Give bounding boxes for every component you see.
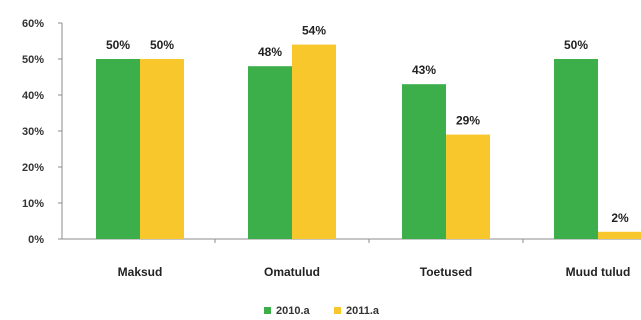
y-tick-label: 10% [22,198,44,210]
category-label: Omatulud [264,265,320,279]
bar-2010a-muud-tulud [554,59,598,239]
bar-2011a-muud-tulud [598,231,641,239]
bar-2010a-omatulud [248,66,292,239]
bar-2010a-maksud [96,59,140,239]
category-labels: Maksud Omatulud Toetused Muud tulud [118,265,631,279]
bar-2011a-maksud [140,59,184,239]
y-tick-label: 0% [28,234,44,246]
legend-label: 2010.a [276,305,311,317]
y-tick-label: 50% [22,54,44,66]
data-label: 29% [456,114,480,128]
data-label: 50% [150,38,174,52]
y-tick-label: 40% [22,90,44,102]
data-label: 2% [611,211,629,225]
bar-2011a-toetused [446,134,490,239]
legend-swatch [264,307,271,314]
bar-2011a-omatulud [292,44,336,239]
y-tick-label: 60% [22,18,44,30]
y-tick-label: 30% [22,126,44,138]
category-label: Muud tulud [566,265,631,279]
category-label: Toetused [420,265,472,279]
data-label: 50% [564,38,588,52]
y-tick-label: 20% [22,162,44,174]
category-label: Maksud [118,265,163,279]
y-axis: 0% 10% 20% 30% 40% 50% 60% [22,18,63,246]
bar-2010a-toetused [402,84,446,239]
legend: 2010.a 2011.a [264,305,380,317]
data-labels: 50% 50% 48% 54% 43% 29% 50% 2% [106,24,629,225]
data-label: 50% [106,38,130,52]
data-label: 54% [302,24,326,38]
bars [96,44,641,239]
legend-swatch [334,307,341,314]
data-label: 48% [258,45,282,59]
x-axis [62,238,641,243]
legend-label: 2011.a [346,305,380,317]
data-label: 43% [412,63,436,77]
